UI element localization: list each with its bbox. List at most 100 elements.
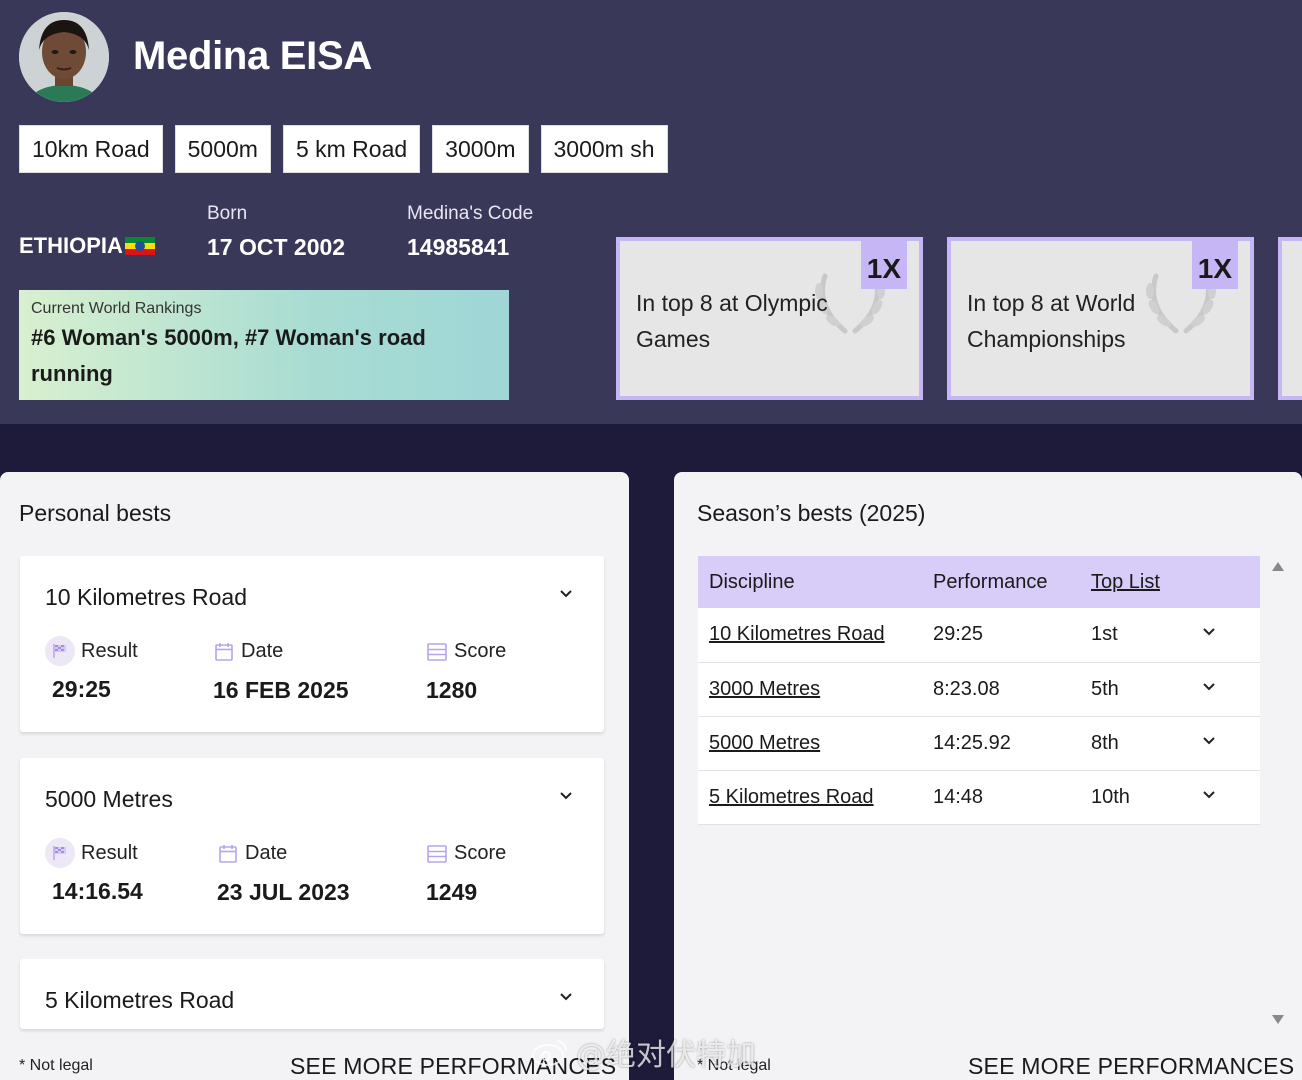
ranking-text: #6 Woman's 5000m, #7 Woman's road runnin… <box>31 325 426 386</box>
table-row[interactable]: 5000 Metres 14:25.92 8th <box>698 716 1260 771</box>
performance-cell: 14:25.92 <box>933 716 1091 771</box>
honour-count: 1X <box>860 241 907 289</box>
header-performance: Performance <box>933 556 1091 608</box>
ranking-label: Current World Rankings <box>31 300 202 317</box>
season-bests-title: Season’s bests (2025) <box>697 500 926 526</box>
see-more-performances-link[interactable]: SEE MORE PERFORMANCES <box>968 1053 1295 1079</box>
pb-date: Date 23 JUL 2023 <box>217 842 350 906</box>
athlete-avatar <box>19 12 109 102</box>
discipline-tag[interactable]: 5 km Road <box>282 125 421 173</box>
pb-date-value: 16 FEB 2025 <box>213 677 349 703</box>
table-row[interactable]: 3000 Metres 8:23.08 5th <box>698 662 1260 717</box>
pb-result: Result 29:25 <box>45 636 138 703</box>
result-label: Result <box>81 841 138 864</box>
athlete-header: Medina EISA 10km Road 5000m 5 km Road 30… <box>0 0 1302 424</box>
discipline-link[interactable]: 5000 Metres <box>709 731 821 754</box>
scroll-up-arrow-icon[interactable] <box>1272 562 1284 571</box>
pb-score-value: 1249 <box>426 879 478 905</box>
discipline-tag[interactable]: 3000m sh <box>540 125 668 173</box>
honour-text: In top 8 at World Championships <box>967 290 1136 352</box>
chevron-down-icon[interactable] <box>1201 733 1217 749</box>
table-row[interactable]: 10 Kilometres Road 29:25 1st <box>698 608 1260 663</box>
score-label: Score <box>454 640 507 662</box>
chevron-down-icon[interactable] <box>1201 679 1217 695</box>
not-legal-footnote: * Not legal <box>697 1057 771 1074</box>
honour-card[interactable]: 1X In top 8 at World Championships <box>947 237 1254 400</box>
table-row[interactable]: 5 Kilometres Road 14:48 10th <box>698 770 1260 825</box>
checkered-flag-icon <box>45 636 75 666</box>
table-scrollbar[interactable] <box>1272 562 1284 1024</box>
world-ranking-box: Current World Rankings #6 Woman's 5000m,… <box>19 290 509 400</box>
header-top-list[interactable]: Top List <box>1091 556 1201 608</box>
toplist-cell: 8th <box>1091 716 1201 771</box>
header-discipline: Discipline <box>698 556 933 608</box>
personal-best-item[interactable]: 10 Kilometres Road Result 29:25 Date 16 … <box>20 556 604 732</box>
score-label: Score <box>454 842 507 864</box>
chevron-down-icon[interactable] <box>558 989 574 1005</box>
discipline-tags: 10km Road 5000m 5 km Road 3000m 3000m sh <box>19 125 668 173</box>
pb-score: Score 1280 <box>426 640 506 704</box>
scroll-down-arrow-icon[interactable] <box>1272 1015 1284 1024</box>
pb-date-value: 23 JUL 2023 <box>217 879 350 905</box>
season-bests-table: Discipline Performance Top List 10 Kilom… <box>698 556 1260 825</box>
not-legal-footnote: * Not legal <box>19 1057 93 1074</box>
date-label: Date <box>245 842 288 864</box>
top-list-link[interactable]: Top List <box>1091 570 1160 593</box>
laurel-icon <box>1146 273 1216 334</box>
calendar-icon <box>215 642 233 661</box>
personal-best-item[interactable]: 5 Kilometres Road <box>20 959 604 1029</box>
season-bests-card: Season’s bests (2025) Discipline Perform… <box>674 472 1302 1080</box>
weibo-logo-icon <box>532 1040 567 1066</box>
honour-card-partial[interactable] <box>1278 237 1302 400</box>
honour-card[interactable]: 1X In top 8 at Olympic Games <box>616 237 923 400</box>
toplist-cell: 5th <box>1091 662 1201 717</box>
pb-date: Date 16 FEB 2025 <box>213 640 349 704</box>
discipline-tag[interactable]: 3000m <box>432 125 529 173</box>
personal-bests-card: Personal bests 10 Kilometres Road Result… <box>0 472 629 1080</box>
discipline-link[interactable]: 10 Kilometres Road <box>709 623 885 646</box>
result-label: Result <box>81 639 138 662</box>
chevron-down-icon[interactable] <box>1201 787 1217 803</box>
watermark-text: @绝对伏特加 <box>576 1038 756 1073</box>
pb-score-value: 1280 <box>426 677 478 703</box>
score-list-icon <box>427 642 447 661</box>
athlete-code-label: Medina's Code <box>407 203 534 224</box>
athlete-code-value: 14985841 <box>407 234 510 260</box>
pb-result: Result 14:16.54 <box>45 838 143 905</box>
born-label: Born <box>207 203 248 224</box>
pb-score: Score 1249 <box>426 842 506 906</box>
discipline-link[interactable]: 3000 Metres <box>709 677 821 700</box>
country-name: ETHIOPIA <box>19 233 123 258</box>
pb-result-value: 14:16.54 <box>52 878 143 904</box>
laurel-icon <box>815 273 885 334</box>
chevron-down-icon[interactable] <box>558 586 574 602</box>
discipline-tag[interactable]: 5000m <box>174 125 271 173</box>
checkered-flag-icon <box>45 838 75 868</box>
date-label: Date <box>241 640 284 662</box>
pb-discipline-name: 5000 Metres <box>45 786 173 812</box>
toplist-cell: 1st <box>1091 608 1201 663</box>
pb-discipline-name: 5 Kilometres Road <box>45 987 235 1013</box>
athlete-country: ETHIOPIA <box>19 233 155 259</box>
personal-best-item[interactable]: 5000 Metres Result 14:16.54 Date 23 JUL … <box>20 758 604 934</box>
chevron-down-icon[interactable] <box>558 788 574 804</box>
discipline-link[interactable]: 5 Kilometres Road <box>709 785 874 808</box>
toplist-cell: 10th <box>1091 770 1201 825</box>
pb-result-value: 29:25 <box>52 676 111 702</box>
personal-bests-title: Personal bests <box>19 500 172 526</box>
score-list-icon <box>427 844 447 863</box>
honour-text: In top 8 at Olympic Games <box>636 290 828 352</box>
performance-cell: 14:48 <box>933 770 1091 825</box>
honour-count: 1X <box>1191 241 1238 289</box>
performance-cell: 8:23.08 <box>933 662 1091 717</box>
pb-discipline-name: 10 Kilometres Road <box>45 584 247 610</box>
born-value: 17 OCT 2002 <box>207 234 346 260</box>
ethiopia-flag-icon <box>124 237 155 255</box>
discipline-tag[interactable]: 10km Road <box>19 125 163 173</box>
calendar-icon <box>219 844 237 863</box>
performance-cell: 29:25 <box>933 608 1091 663</box>
header-empty <box>1201 556 1260 608</box>
chevron-down-icon[interactable] <box>1201 624 1217 640</box>
athlete-name: Medina EISA <box>133 34 372 78</box>
table-header-row: Discipline Performance Top List <box>698 556 1260 608</box>
